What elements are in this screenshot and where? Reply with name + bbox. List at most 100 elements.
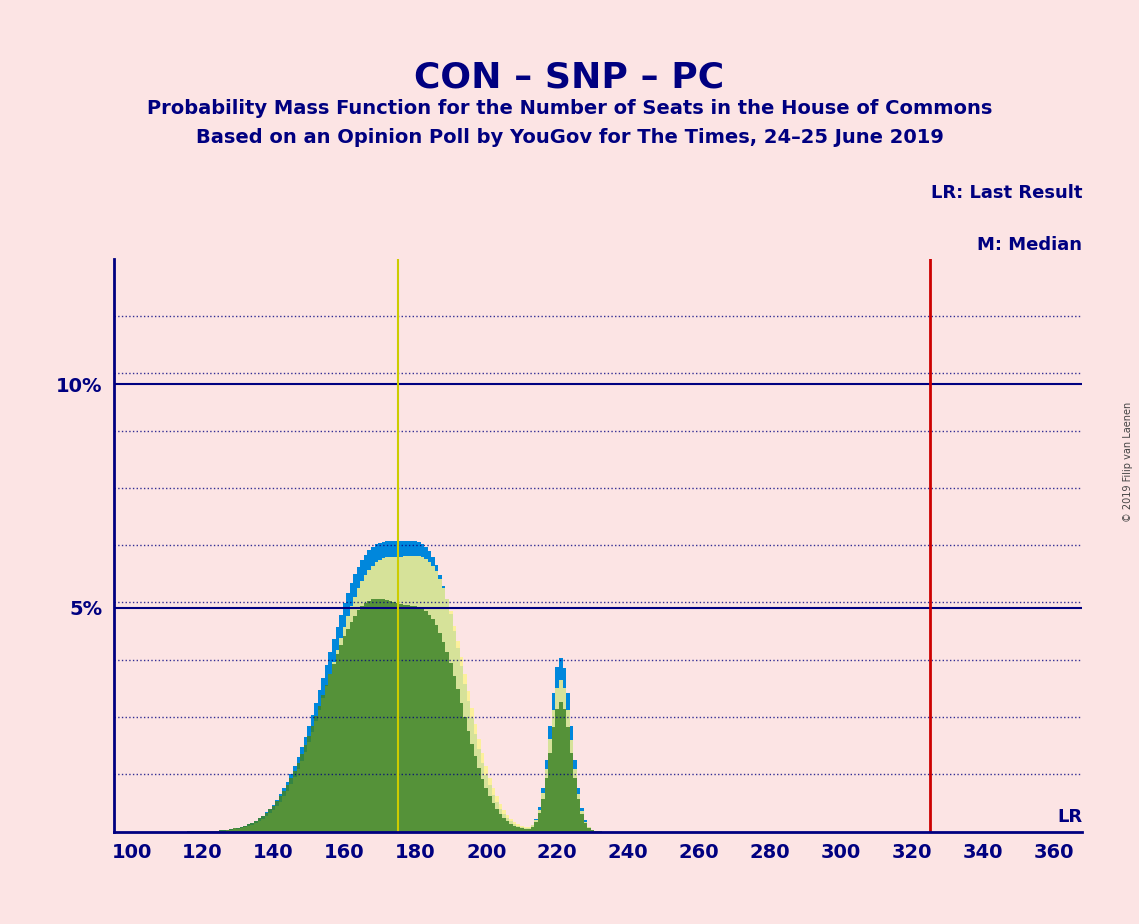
Bar [232,830,236,832]
Bar [268,809,272,832]
Bar [487,785,492,832]
Bar [325,685,328,832]
Bar [364,603,368,832]
Bar [396,541,400,832]
Bar [222,830,226,832]
Bar [548,739,552,832]
Bar [222,830,226,832]
Bar [400,541,403,832]
Bar [538,808,541,832]
Bar [576,799,580,832]
Bar [521,827,524,832]
Bar [428,614,432,832]
Bar [524,827,527,832]
Bar [584,821,588,832]
Bar [336,650,339,832]
Bar [378,599,382,832]
Bar [308,736,311,832]
Bar [548,752,552,832]
Bar [474,724,477,832]
Bar [279,795,282,832]
Bar [452,676,456,832]
Bar [439,578,442,832]
Bar [464,717,467,832]
Bar [420,544,424,832]
Bar [339,645,343,832]
Bar [403,556,407,832]
Bar [343,603,346,832]
Bar [318,710,321,832]
Bar [257,819,261,832]
Bar [229,829,232,832]
Bar [492,788,495,832]
Bar [495,796,499,832]
Bar [392,557,396,832]
Bar [588,827,591,832]
Bar [556,667,559,832]
Bar [264,817,268,832]
Bar [524,829,527,832]
Bar [559,701,563,832]
Bar [385,557,388,832]
Bar [396,556,400,832]
Bar [573,769,576,832]
Bar [240,827,244,832]
Bar [467,731,470,832]
Bar [257,819,261,832]
Bar [236,828,240,832]
Bar [321,677,325,832]
Text: CON – SNP – PC: CON – SNP – PC [415,60,724,94]
Bar [388,557,392,832]
Bar [328,674,331,832]
Bar [442,588,445,832]
Bar [232,829,236,832]
Bar [481,753,484,832]
Bar [353,575,357,832]
Bar [364,554,368,832]
Bar [226,830,229,832]
Bar [314,721,318,832]
Bar [331,662,336,832]
Bar [570,726,573,832]
Bar [541,793,544,832]
Bar [464,675,467,832]
Bar [470,708,474,832]
Bar [357,611,360,832]
Bar [308,742,311,832]
Bar [449,663,452,832]
Bar [308,726,311,832]
Bar [563,667,566,832]
Bar [254,821,257,832]
Bar [524,828,527,832]
Bar [382,558,385,832]
Bar [360,606,364,832]
Bar [460,703,464,832]
Text: LR: LR [1057,808,1082,826]
Bar [417,542,420,832]
Bar [563,709,566,832]
Bar [371,600,375,832]
Bar [432,619,435,832]
Bar [516,824,521,832]
Bar [563,688,566,832]
Bar [293,766,296,832]
Bar [282,796,286,832]
Bar [325,686,328,832]
Bar [470,718,474,832]
Bar [375,563,378,832]
Bar [346,628,350,832]
Bar [513,826,516,832]
Bar [232,829,236,832]
Bar [509,819,513,832]
Bar [513,822,516,832]
Bar [385,541,388,832]
Bar [304,737,308,832]
Bar [240,827,244,832]
Bar [474,735,477,832]
Bar [566,710,570,832]
Bar [382,541,385,832]
Bar [282,788,286,832]
Bar [276,800,279,832]
Bar [407,541,410,832]
Bar [286,782,289,832]
